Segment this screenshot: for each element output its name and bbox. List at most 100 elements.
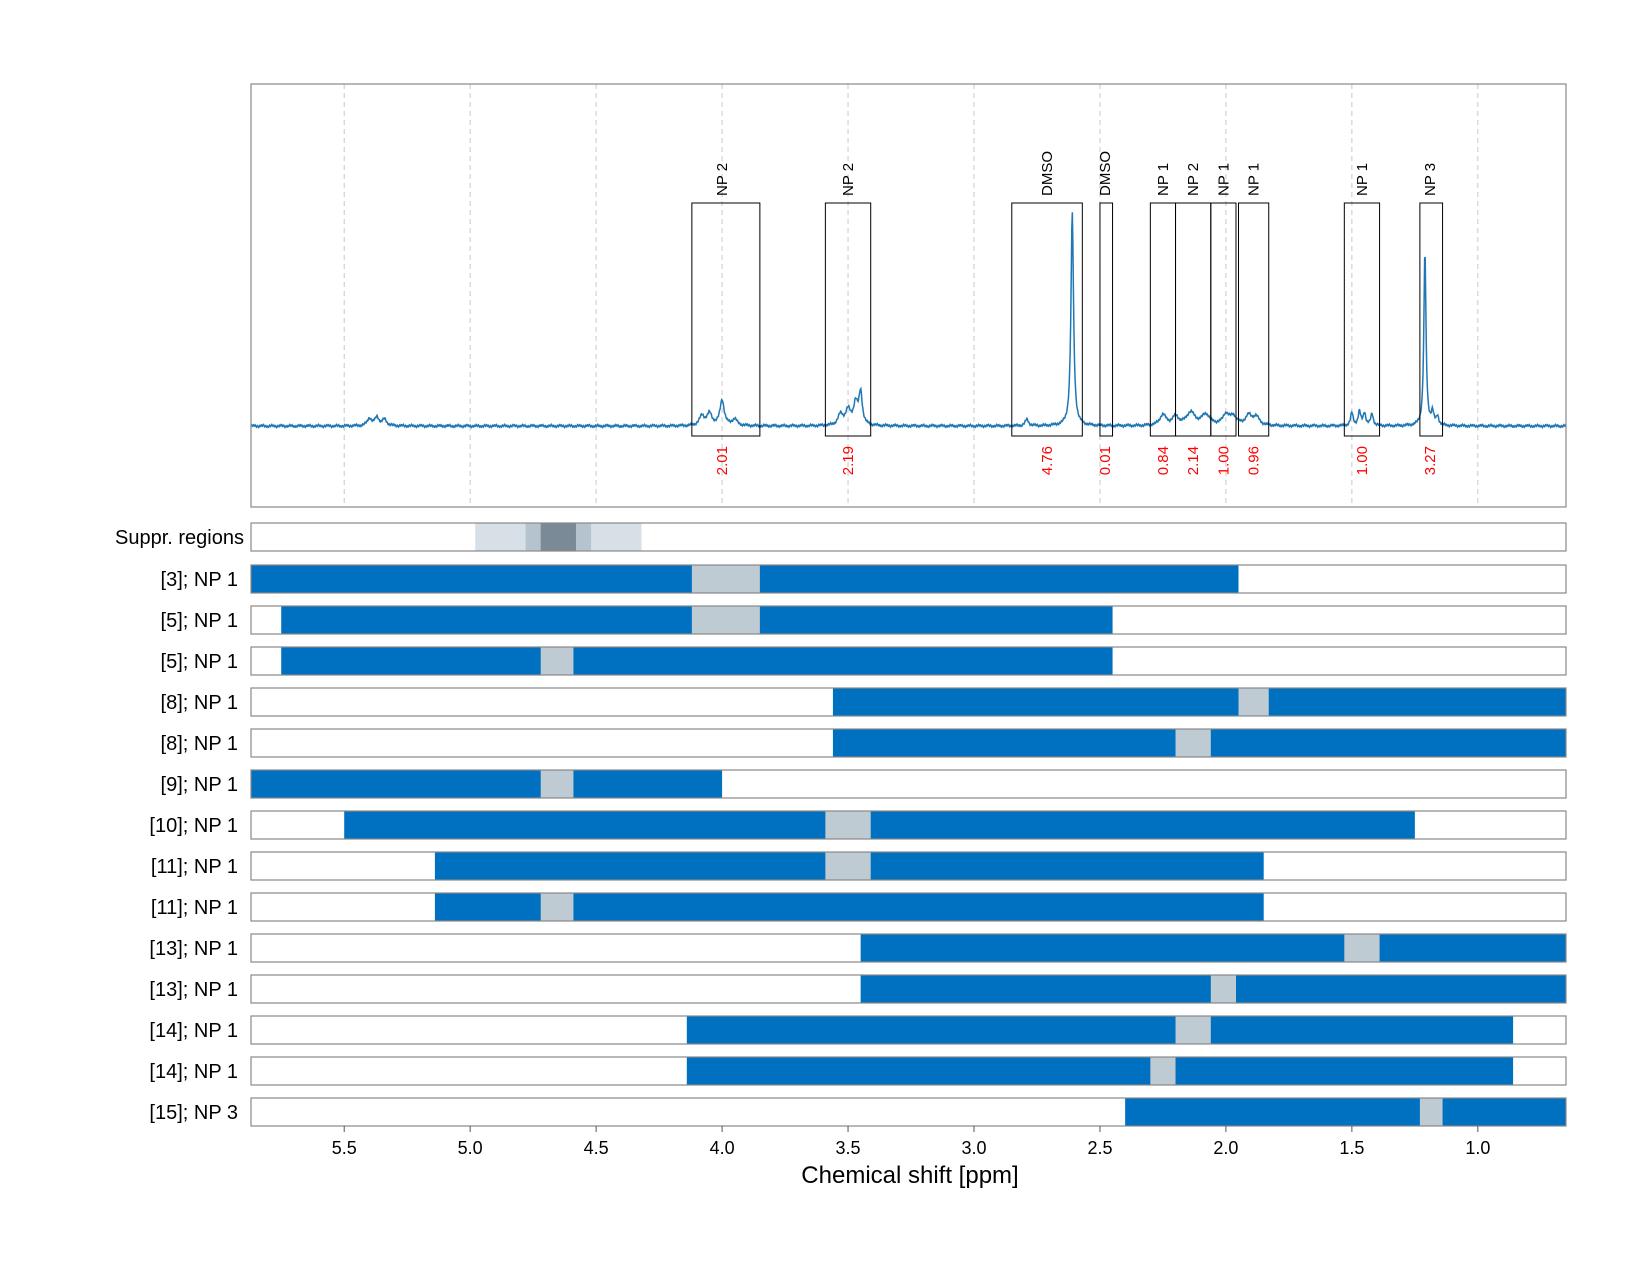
integral-value: 0.96: [1246, 446, 1263, 475]
row-label: Suppr. regions: [115, 527, 244, 549]
row-label: [5]; NP 1: [161, 610, 238, 632]
row-label: [10]; NP 1: [149, 815, 238, 837]
x-tick-label: 4.0: [710, 1138, 735, 1158]
row-frame: [250, 974, 1567, 1004]
interval-row: [5]; NP 1: [161, 605, 1567, 635]
row-label: [3]; NP 1: [161, 569, 238, 591]
x-tick-label: 5.5: [332, 1138, 357, 1158]
x-tick-label: 2.0: [1213, 1138, 1238, 1158]
peak-label: NP 1: [1354, 163, 1371, 196]
interval-row: [10]; NP 1: [149, 810, 1567, 840]
peak-region-box: [1238, 202, 1270, 437]
grid-lines: [343, 84, 1479, 507]
row-label: [9]; NP 1: [161, 774, 238, 796]
excluded-gap: [825, 811, 871, 839]
integral-value: 4.76: [1039, 446, 1056, 475]
peak-label: NP 3: [1422, 163, 1439, 196]
excluded-gap: [1238, 688, 1269, 716]
integral-value: 2.01: [714, 446, 731, 475]
excluded-gap: [691, 606, 760, 634]
peak-region-box: [1175, 202, 1212, 437]
peak-label: NP 2: [1185, 163, 1202, 196]
interval-row: [8]; NP 1: [161, 687, 1567, 717]
row-frame: [250, 769, 1567, 799]
x-axis-label: Chemical shift [ppm]: [801, 1162, 1018, 1189]
interval-bar: [1125, 1098, 1566, 1126]
integral-value: 0.84: [1155, 446, 1172, 475]
row-frame: [250, 687, 1567, 717]
row-frame: [250, 933, 1567, 963]
interval-row: [14]; NP 1: [149, 1056, 1567, 1086]
interval-bar: [251, 770, 723, 798]
peak-region-box: [824, 202, 872, 437]
excluded-gap: [1150, 1057, 1176, 1085]
excluded-gap: [540, 647, 574, 675]
x-tick-label: 4.5: [584, 1138, 609, 1158]
spectrum-panel: NP 2 2.01 NP 2 2.19 DMSO 4.76 DMSO 0.01 NP 1 0.84…: [250, 83, 1567, 508]
x-tick-label: 3.0: [961, 1138, 986, 1158]
peak-region-box: [1099, 202, 1114, 437]
interval-rows: [3]; NP 1 [5]; NP 1 [5]; NP 1 [8]; NP 1 [8];…: [149, 564, 1567, 1127]
interval-bar: [281, 647, 1113, 675]
interval-row: [13]; NP 1: [149, 933, 1567, 963]
row-frame: [250, 728, 1567, 758]
peak-label: NP 2: [714, 163, 731, 196]
peak-label: NP 2: [840, 163, 857, 196]
excluded-gap: [1344, 934, 1380, 962]
row-frame: [250, 646, 1567, 676]
suppressed-frame: [250, 522, 1567, 552]
interval-bar: [686, 1016, 1514, 1044]
row-frame: [250, 892, 1567, 922]
integral-value: 1.00: [1354, 446, 1371, 475]
excluded-gap: [825, 852, 871, 880]
row-frame: [250, 810, 1567, 840]
x-tick-label: 1.5: [1339, 1138, 1364, 1158]
integral-value: 1.00: [1215, 446, 1232, 475]
row-label: [11]; NP 1: [151, 856, 238, 878]
x-tick-label: 1.0: [1465, 1138, 1490, 1158]
interval-row: [11]; NP 1: [151, 892, 1567, 922]
spectrum-frame: [250, 83, 1567, 508]
row-label: [13]; NP 1: [149, 938, 238, 960]
peak-region-box: [1149, 202, 1177, 437]
interval-row: [5]; NP 1: [161, 646, 1567, 676]
row-label: [8]; NP 1: [161, 733, 238, 755]
spectrum-line: [250, 212, 1567, 429]
peak-region-box: [1419, 202, 1444, 437]
x-tick-label: 5.0: [458, 1138, 483, 1158]
peak-region-box: [691, 202, 761, 437]
row-label: [8]; NP 1: [161, 692, 238, 714]
row-label: [15]; NP 3: [149, 1102, 238, 1124]
row-label: [11]; NP 1: [151, 897, 238, 919]
excluded-gap: [1175, 729, 1211, 757]
excluded-gap: [540, 893, 574, 921]
integral-value: 3.27: [1422, 446, 1439, 475]
interval-row: [14]; NP 1: [149, 1015, 1567, 1045]
row-frame: [250, 851, 1567, 881]
excluded-gap: [1175, 1016, 1211, 1044]
row-frame: [250, 605, 1567, 635]
interval-row: [13]; NP 1: [149, 974, 1567, 1004]
excluded-gap: [691, 565, 760, 593]
peak-region-box: [1011, 202, 1083, 437]
interval-row: [8]; NP 1: [161, 728, 1567, 758]
interval-row: [15]; NP 3: [149, 1097, 1567, 1127]
row-frame: [250, 1015, 1567, 1045]
interval-bar: [344, 811, 1415, 839]
interval-row: [11]; NP 1: [151, 851, 1567, 881]
peak-label: NP 1: [1215, 163, 1232, 196]
suppressed-regions-panel: Suppr. regions: [115, 522, 1567, 552]
integral-value: 0.01: [1097, 446, 1114, 475]
peak-label: NP 1: [1246, 163, 1263, 196]
peak-region-box: [1343, 202, 1381, 437]
x-tick-label: 3.5: [836, 1138, 861, 1158]
interval-bar: [860, 934, 1566, 962]
peak-label: DMSO: [1097, 151, 1114, 196]
peak-region-box: [1210, 202, 1237, 437]
row-label: [13]; NP 1: [149, 979, 238, 1001]
excluded-gap: [1419, 1098, 1443, 1126]
excluded-gap: [1210, 975, 1236, 1003]
integral-value: 2.19: [840, 446, 857, 475]
suppressed-band: [540, 523, 576, 551]
